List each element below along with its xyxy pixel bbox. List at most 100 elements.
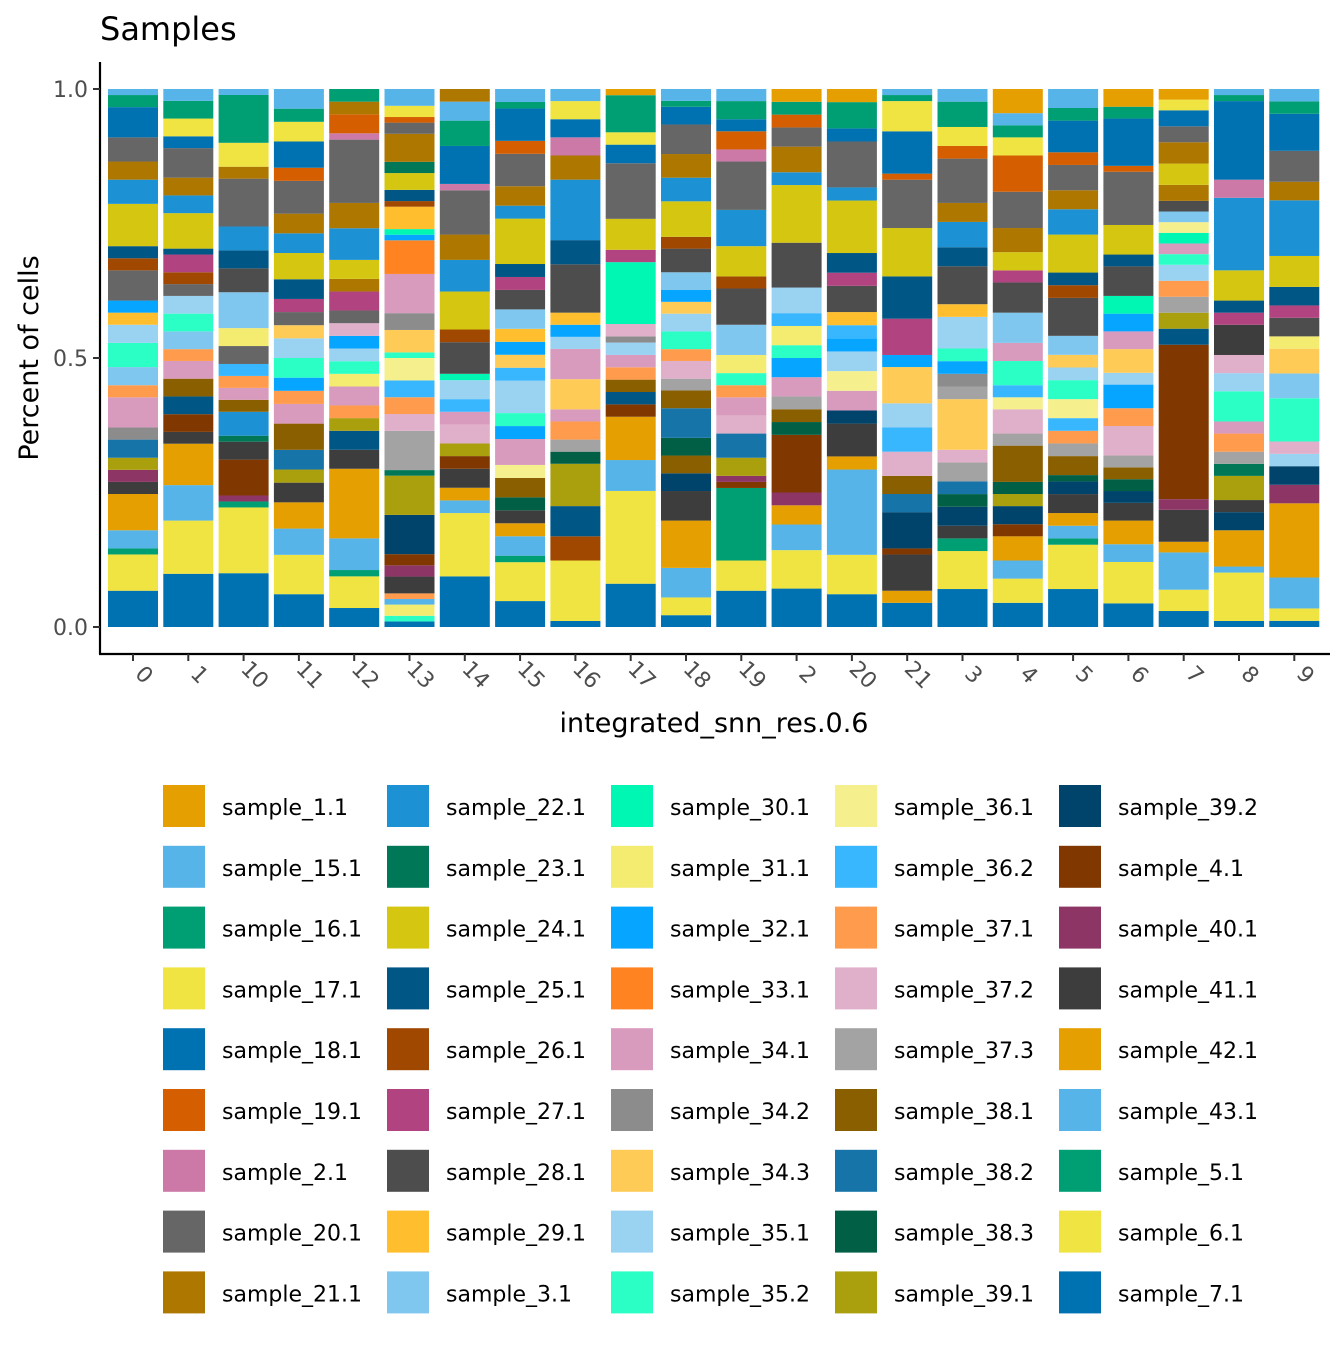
legend-label-39: sample_41.1 bbox=[1118, 978, 1258, 1003]
bar-segment-9-16 bbox=[1269, 200, 1320, 256]
bar-segment-1-6 bbox=[163, 396, 214, 415]
bar-segment-6-13 bbox=[1103, 349, 1154, 373]
bar-segment-14-7 bbox=[439, 424, 490, 444]
bar-segment-19-9 bbox=[716, 385, 767, 398]
bar-segment-5-14 bbox=[1048, 367, 1099, 381]
bar-segment-19-20 bbox=[716, 119, 767, 132]
bar-segment-8-22 bbox=[1214, 89, 1264, 96]
bar-segment-9-9 bbox=[1269, 373, 1320, 399]
bar-segment-1-1 bbox=[163, 520, 214, 574]
bar-segment-10-3 bbox=[218, 495, 269, 502]
bar-segment-21-5 bbox=[882, 494, 933, 513]
bar-segment-13-20 bbox=[384, 240, 435, 274]
bar-segment-8-9 bbox=[1214, 433, 1264, 452]
legend-label-42: sample_5.1 bbox=[1118, 1161, 1244, 1186]
bar-segment-14-19 bbox=[439, 145, 490, 184]
bar-segment-6-11 bbox=[1103, 384, 1154, 409]
bar-segment-4-15 bbox=[992, 312, 1043, 343]
bar-segment-21-6 bbox=[882, 475, 933, 495]
bar-segment-11-10 bbox=[273, 377, 324, 391]
bar-segment-2-11 bbox=[771, 345, 822, 358]
bar-segment-2-8 bbox=[771, 396, 822, 410]
bar-segment-0-10 bbox=[108, 397, 158, 428]
bar-segment-16-6 bbox=[550, 439, 601, 452]
bar-segment-18-10 bbox=[661, 378, 711, 391]
bar-segment-4-9 bbox=[992, 433, 1043, 446]
bar-segment-9-15 bbox=[1269, 255, 1320, 287]
y-tick-label-2: 1.0 bbox=[53, 78, 88, 103]
bar-segment-12-22 bbox=[329, 133, 380, 140]
legend-key-36 bbox=[1059, 785, 1101, 827]
bar-segment-6-10 bbox=[1103, 408, 1154, 426]
bar-segment-16-3 bbox=[550, 506, 601, 537]
bar-segment-18-16 bbox=[661, 290, 711, 302]
legend-key-41 bbox=[1059, 1089, 1101, 1131]
bar-segment-16-7 bbox=[550, 421, 601, 440]
bar-segment-7-14 bbox=[1158, 232, 1209, 244]
bar-segment-0-23 bbox=[108, 137, 158, 162]
bar-segment-21-3 bbox=[882, 548, 933, 555]
bar-segment-12-7 bbox=[329, 418, 380, 431]
bar-segment-6-14 bbox=[1103, 331, 1154, 350]
bar-segment-11-22 bbox=[273, 141, 324, 168]
bar-segment-18-26 bbox=[661, 89, 711, 101]
bar-segment-5-11 bbox=[1048, 418, 1099, 431]
bar-segment-6-23 bbox=[1103, 106, 1154, 119]
bar-segment-18-0 bbox=[661, 615, 711, 627]
bar-segment-11-6 bbox=[273, 449, 324, 470]
bar-segment-12-10 bbox=[329, 373, 380, 387]
bar-segment-10-12 bbox=[218, 346, 269, 364]
legend-key-11 bbox=[387, 906, 429, 949]
bar-segment-10-1 bbox=[218, 507, 269, 574]
bar-segment-18-15 bbox=[661, 301, 711, 314]
bar-segment-14-13 bbox=[439, 329, 490, 343]
bar-segment-0-20 bbox=[108, 203, 158, 247]
bar-segment-7-20 bbox=[1158, 142, 1209, 164]
y-tick-label-1: 0.5 bbox=[53, 347, 88, 372]
bar-segment-1-24 bbox=[163, 89, 214, 101]
bar-segment-9-4 bbox=[1269, 484, 1320, 504]
bar-segment-11-9 bbox=[273, 390, 324, 404]
bar-segment-4-6 bbox=[992, 494, 1043, 507]
bar-segment-16-5 bbox=[550, 451, 601, 464]
bar-segment-16-2 bbox=[550, 536, 601, 561]
legend-key-0 bbox=[163, 785, 205, 827]
bar-segment-1-15 bbox=[163, 254, 214, 273]
bar-segment-3-0 bbox=[937, 589, 988, 627]
bar-segment-16-0 bbox=[550, 620, 601, 627]
bar-segment-8-18 bbox=[1214, 197, 1264, 271]
bar-segment-16-20 bbox=[550, 101, 601, 120]
legend-label-3: sample_17.1 bbox=[222, 978, 362, 1003]
bar-segment-0-7 bbox=[108, 457, 158, 470]
bar-segment-13-29 bbox=[384, 122, 435, 134]
bar-segment-4-23 bbox=[992, 125, 1043, 138]
bar-segment-12-6 bbox=[329, 430, 380, 450]
bar-segment-12-3 bbox=[329, 538, 380, 571]
legend-key-43 bbox=[1059, 1210, 1101, 1253]
bar-segment-8-13 bbox=[1214, 354, 1264, 374]
bar-segment-0-4 bbox=[108, 494, 158, 531]
bar-segment-21-0 bbox=[882, 602, 933, 627]
bar-segment-0-12 bbox=[108, 367, 158, 386]
bar-segment-9-19 bbox=[1269, 113, 1320, 151]
bar-segment-0-21 bbox=[108, 179, 158, 204]
bar-segment-8-21 bbox=[1214, 95, 1264, 102]
bar-segment-17-10 bbox=[605, 336, 656, 343]
bar-segment-0-5 bbox=[108, 481, 158, 495]
bar-segment-11-8 bbox=[273, 403, 324, 424]
bar-segment-20-8 bbox=[826, 351, 877, 372]
bar-segment-19-15 bbox=[716, 246, 767, 277]
bar-segment-6-18 bbox=[1103, 254, 1154, 267]
bar-segment-4-5 bbox=[992, 506, 1043, 525]
bar-segment-17-4 bbox=[605, 404, 656, 417]
legend-label-16: sample_29.1 bbox=[446, 1222, 586, 1247]
bar-segment-1-19 bbox=[163, 177, 214, 196]
legend-label-29: sample_37.1 bbox=[894, 918, 1034, 943]
bar-segment-4-1 bbox=[992, 578, 1043, 603]
bar-segment-4-20 bbox=[992, 191, 1043, 229]
bar-segment-7-3 bbox=[1158, 541, 1209, 553]
legend-key-42 bbox=[1059, 1149, 1101, 1192]
bar-segment-13-24 bbox=[384, 201, 435, 207]
legend-key-33 bbox=[835, 1149, 877, 1192]
bar-segment-14-10 bbox=[439, 380, 490, 400]
